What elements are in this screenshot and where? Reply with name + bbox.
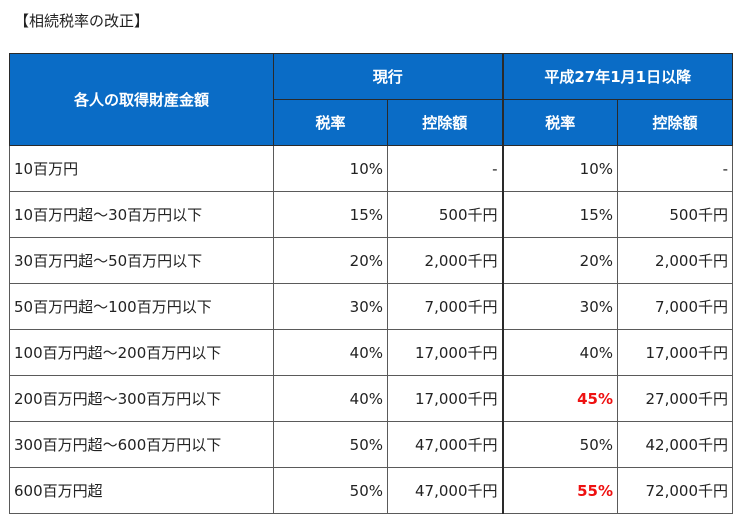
- table-row: 300百万円超～600百万円以下 50% 47,000千円 50% 42,000千円: [9, 421, 733, 468]
- header-current-deduction: 控除額: [387, 99, 503, 146]
- row-label-cell: 10百万円超～30百万円以下: [9, 191, 274, 238]
- new-rate-cell: 30%: [501, 283, 618, 330]
- row-label-cell: 50百万円超～100百万円以下: [9, 283, 274, 330]
- new-rate-cell: 10%: [501, 145, 618, 192]
- current-deduction-cell: 47,000千円: [387, 421, 503, 468]
- current-rate-cell: 15%: [273, 191, 388, 238]
- table-row: 200百万円超～300百万円以下 40% 17,000千円 45% 27,000千円: [9, 375, 733, 422]
- table-row: 30百万円超～50百万円以下 20% 2,000千円 20% 2,000千円: [9, 237, 733, 284]
- header-group-new: 平成27年1月1日以降: [501, 53, 733, 100]
- row-label-cell: 200百万円超～300百万円以下: [9, 375, 274, 422]
- row-label-cell: 30百万円超～50百万円以下: [9, 237, 274, 284]
- new-deduction-cell: 500千円: [617, 191, 733, 238]
- table-body: 10百万円 10% -10% -10百万円超～30百万円以下 15% 500千円 15% 50…: [9, 145, 733, 514]
- table-caption: 【相続税率の改正】: [14, 12, 150, 30]
- current-rate-cell: 20%: [273, 237, 388, 284]
- new-rate-cell: 45%: [501, 375, 618, 422]
- new-rate-cell: 15%: [501, 191, 618, 238]
- new-deduction-cell: 7,000千円: [617, 283, 733, 330]
- new-deduction-cell: 17,000千円: [617, 329, 733, 376]
- current-rate-cell: 30%: [273, 283, 388, 330]
- new-deduction-cell: 42,000千円: [617, 421, 733, 468]
- header-current-rate: 税率: [273, 99, 388, 146]
- new-deduction-cell: 2,000千円: [617, 237, 733, 284]
- row-label-cell: 300百万円超～600百万円以下: [9, 421, 274, 468]
- current-rate-cell: 40%: [273, 375, 388, 422]
- new-deduction-cell: -: [617, 145, 733, 192]
- current-deduction-cell: 7,000千円: [387, 283, 503, 330]
- row-label-cell: 600百万円超: [9, 467, 274, 514]
- current-rate-cell: 40%: [273, 329, 388, 376]
- current-rate-cell: 10%: [273, 145, 388, 192]
- header-group-current: 現行: [273, 53, 503, 100]
- new-rate-cell: 55%: [501, 467, 618, 514]
- new-rate-cell: 50%: [501, 421, 618, 468]
- header-new-rate: 税率: [501, 99, 618, 146]
- current-deduction-cell: -: [387, 145, 503, 192]
- new-deduction-cell: 27,000千円: [617, 375, 733, 422]
- current-deduction-cell: 17,000千円: [387, 375, 503, 422]
- current-deduction-cell: 17,000千円: [387, 329, 503, 376]
- current-deduction-cell: 47,000千円: [387, 467, 503, 514]
- row-label-cell: 10百万円: [9, 145, 274, 192]
- current-rate-cell: 50%: [273, 421, 388, 468]
- new-deduction-cell: 72,000千円: [617, 467, 733, 514]
- header-new-deduction: 控除額: [617, 99, 733, 146]
- current-deduction-cell: 2,000千円: [387, 237, 503, 284]
- tax-rate-table: 各人の取得財産金額 現行 平成27年1月1日以降 税率 控除額 税率 控除額 1…: [9, 53, 733, 514]
- header-acquired-amount: 各人の取得財産金額: [9, 53, 274, 146]
- table-row: 10百万円 10% -10% -: [9, 145, 733, 192]
- new-rate-cell: 40%: [501, 329, 618, 376]
- table-row: 100百万円超～200百万円以下 40% 17,000千円 40% 17,000千円: [9, 329, 733, 376]
- current-rate-cell: 50%: [273, 467, 388, 514]
- table-row: 50百万円超～100百万円以下 30% 7,000千円 30% 7,000千円: [9, 283, 733, 330]
- new-rate-cell: 20%: [501, 237, 618, 284]
- table-row: 10百万円超～30百万円以下 15% 500千円 15% 500千円: [9, 191, 733, 238]
- table-row: 600百万円超 50% 47,000千円 55% 72,000千円: [9, 467, 733, 514]
- row-label-cell: 100百万円超～200百万円以下: [9, 329, 274, 376]
- current-deduction-cell: 500千円: [387, 191, 503, 238]
